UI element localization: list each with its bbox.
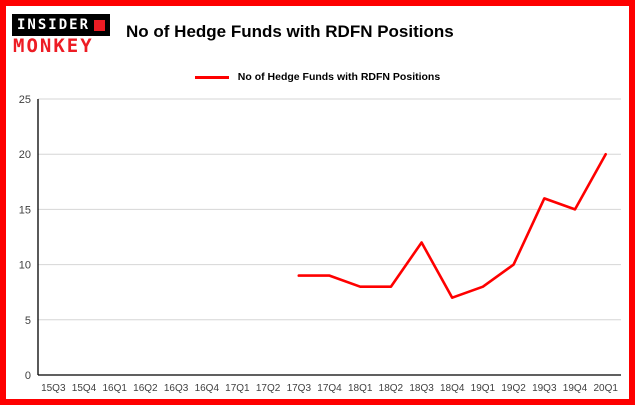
x-axis-tick-label: 18Q1	[348, 383, 373, 394]
legend-line-swatch	[194, 75, 229, 79]
line-chart-svg: 0 5 10 15 20 25 15Q3 15Q4 16Q1 16Q2 16Q3 16Q4 17Q1 17…	[19, 94, 621, 394]
x-axis-tick-label: 18Q2	[379, 383, 404, 394]
series-line	[297, 152, 608, 299]
logo-top-row: INSIDER	[12, 14, 111, 36]
x-axis-tick-label: 16Q1	[102, 383, 127, 394]
x-axis-tick-label: 16Q2	[133, 383, 158, 394]
logo-insider-text: INSIDER	[17, 17, 91, 33]
x-axis-tick-label: 20Q1	[593, 383, 618, 394]
x-axis-tick-label: 15Q4	[72, 383, 97, 394]
logo-monkey-text: MONKEY	[13, 35, 94, 57]
chart-legend: No of Hedge Funds with RDFN Positions	[6, 68, 629, 86]
x-axis-tick-label: 16Q3	[164, 383, 189, 394]
x-axis-tick-label: 17Q2	[256, 383, 281, 394]
line-chart-area: 0 5 10 15 20 25 15Q3 15Q4 16Q1 16Q2 16Q3 16Q4 17Q1 17…	[6, 86, 629, 399]
x-axis-tick-label: 16Q4	[195, 383, 220, 394]
x-axis-tick-label: 18Q3	[409, 383, 434, 394]
y-axis-tick-label: 0	[25, 370, 31, 382]
insider-monkey-logo: INSIDER MONKEY	[12, 14, 111, 57]
y-axis-tick-label: 20	[19, 149, 31, 161]
legend-label: No of Hedge Funds with RDFN Positions	[237, 71, 441, 83]
x-axis-tick-label: 15Q3	[41, 383, 66, 394]
x-axis-tick-label: 19Q2	[501, 383, 526, 394]
x-axis-tick-label: 19Q4	[563, 383, 588, 394]
x-axis-tick-label: 17Q4	[317, 383, 342, 394]
x-axis-tick-label: 19Q3	[532, 383, 557, 394]
chart-title: No of Hedge Funds with RDFN Positions	[126, 22, 454, 41]
logo-monkey-icon	[94, 19, 106, 31]
x-axis-tick-label: 17Q3	[287, 383, 312, 394]
y-axis-tick-label: 5	[25, 315, 31, 327]
header: INSIDER MONKEY No of Hedge Funds with RD…	[6, 6, 629, 66]
y-axis-tick-label: 25	[19, 94, 31, 106]
y-axis-tick-label: 10	[19, 260, 31, 272]
y-axis-tick-label: 15	[19, 204, 31, 216]
x-axis-tick-label: 17Q1	[225, 383, 250, 394]
x-axis-tick-label: 19Q1	[471, 383, 496, 394]
x-axis-tick-label: 18Q4	[440, 383, 465, 394]
